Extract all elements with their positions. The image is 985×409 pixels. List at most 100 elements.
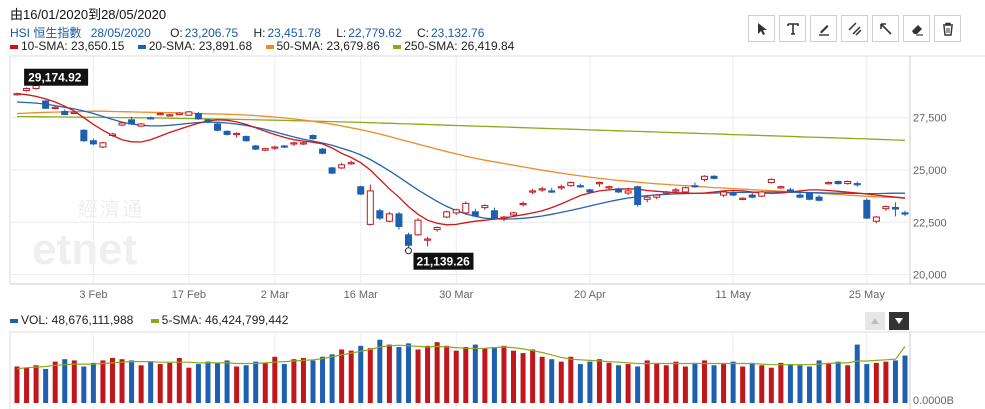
volume-bar bbox=[711, 365, 717, 403]
volume-legend-sma: 5-SMA: 46,424,799,442 bbox=[150, 313, 288, 327]
volume-bar bbox=[644, 360, 650, 403]
volume-bar bbox=[749, 362, 755, 403]
eraser-tool-button[interactable] bbox=[903, 15, 930, 42]
pencil-tool-button[interactable] bbox=[810, 15, 837, 42]
candle bbox=[233, 132, 241, 138]
candle bbox=[424, 236, 432, 247]
candle bbox=[108, 132, 116, 137]
volume-collapse-button[interactable] bbox=[865, 312, 885, 330]
candle-body bbox=[672, 189, 680, 192]
volume-expand-button[interactable] bbox=[889, 312, 909, 330]
candle bbox=[739, 197, 747, 201]
volume-bar bbox=[291, 359, 297, 403]
parallel-lines-tool-button[interactable] bbox=[841, 15, 868, 42]
volume-y-tick-label: 0.0000B bbox=[913, 395, 954, 407]
candle-body bbox=[586, 189, 594, 193]
x-tick-label: 30 Mar bbox=[439, 289, 474, 301]
volume-bar bbox=[90, 362, 96, 403]
min-label-box bbox=[413, 252, 474, 270]
candle bbox=[376, 208, 384, 221]
arrow-icon bbox=[879, 22, 892, 35]
volume-bar bbox=[386, 344, 392, 403]
sma250-swatch bbox=[393, 44, 402, 49]
volume-bar bbox=[807, 366, 813, 403]
volume-bar bbox=[682, 366, 688, 403]
candle-body bbox=[471, 211, 479, 217]
volume-bar bbox=[740, 366, 746, 403]
x-tick-label: 20 Apr bbox=[574, 289, 606, 301]
instrument-name: HSI 恒生指數 bbox=[10, 26, 82, 40]
candle-body bbox=[786, 189, 794, 193]
volume-bar bbox=[310, 360, 316, 403]
volume-bar bbox=[215, 362, 221, 403]
candle-body bbox=[767, 178, 775, 184]
candle-body bbox=[548, 190, 556, 193]
candle bbox=[309, 134, 317, 140]
candle-body bbox=[624, 190, 632, 194]
delete-tool-button[interactable] bbox=[934, 15, 961, 42]
candle bbox=[290, 141, 298, 146]
candle bbox=[137, 122, 145, 128]
candle-body bbox=[385, 213, 393, 222]
candle bbox=[299, 141, 307, 145]
candle bbox=[194, 111, 202, 120]
volume-bar bbox=[864, 364, 870, 403]
candle-body bbox=[118, 122, 126, 126]
volume-bar bbox=[692, 362, 698, 403]
volume-bar bbox=[272, 356, 278, 403]
volume-bar bbox=[138, 365, 144, 403]
y-tick-label: 27,500 bbox=[913, 113, 947, 125]
sma20-legend: 20-SMA: 23,891.68 bbox=[137, 39, 252, 53]
text-tool-button[interactable] bbox=[779, 15, 806, 42]
candle bbox=[710, 175, 718, 180]
sma50-line bbox=[16, 110, 906, 199]
candle-body bbox=[433, 227, 441, 231]
candle bbox=[328, 166, 336, 175]
candle-body bbox=[338, 164, 346, 169]
candle-body bbox=[156, 113, 164, 116]
sma50-legend: 50-SMA: 23,679.86 bbox=[265, 39, 380, 53]
candle-body bbox=[309, 135, 317, 140]
sma50-swatch bbox=[265, 44, 274, 49]
sma250-legend: 250-SMA: 26,419.84 bbox=[393, 39, 514, 53]
candle bbox=[605, 185, 613, 190]
volume-bar bbox=[826, 362, 832, 403]
candle-body bbox=[844, 181, 852, 185]
volume-bar bbox=[167, 362, 173, 403]
candle-body bbox=[357, 186, 365, 195]
candle bbox=[166, 113, 174, 117]
candle-body bbox=[510, 212, 518, 216]
candle-body bbox=[424, 238, 432, 241]
sma10-legend: 10-SMA: 23,650.15 bbox=[10, 39, 124, 53]
candle-body bbox=[815, 196, 823, 201]
candle bbox=[252, 144, 260, 151]
candle-body bbox=[462, 202, 470, 214]
candle-body bbox=[490, 210, 498, 219]
y-tick-label: 22,500 bbox=[913, 217, 947, 229]
volume-bar bbox=[148, 361, 154, 403]
candle bbox=[223, 130, 231, 136]
volume-bar bbox=[444, 345, 450, 403]
candle-body bbox=[147, 117, 155, 120]
volume-bar bbox=[816, 360, 822, 403]
volume-bar bbox=[109, 357, 115, 403]
sma250-line bbox=[16, 115, 906, 141]
volume-bar bbox=[530, 349, 536, 403]
candle bbox=[490, 207, 498, 221]
candle bbox=[13, 92, 21, 96]
candle bbox=[729, 190, 737, 197]
candle-body bbox=[23, 87, 31, 92]
watermark-etnet: etnet bbox=[32, 225, 137, 274]
x-tick-label: 17 Feb bbox=[172, 289, 206, 301]
candle bbox=[853, 181, 861, 187]
volume-bar bbox=[425, 345, 431, 403]
low-label: L: bbox=[336, 26, 347, 40]
candle bbox=[204, 118, 212, 123]
candle bbox=[481, 204, 489, 210]
arrow-tool-button[interactable] bbox=[872, 15, 899, 42]
cursor-tool-button[interactable] bbox=[748, 15, 775, 42]
candle bbox=[347, 160, 355, 165]
x-tick-label: 11 May bbox=[715, 289, 751, 301]
volume-bar bbox=[234, 366, 240, 403]
